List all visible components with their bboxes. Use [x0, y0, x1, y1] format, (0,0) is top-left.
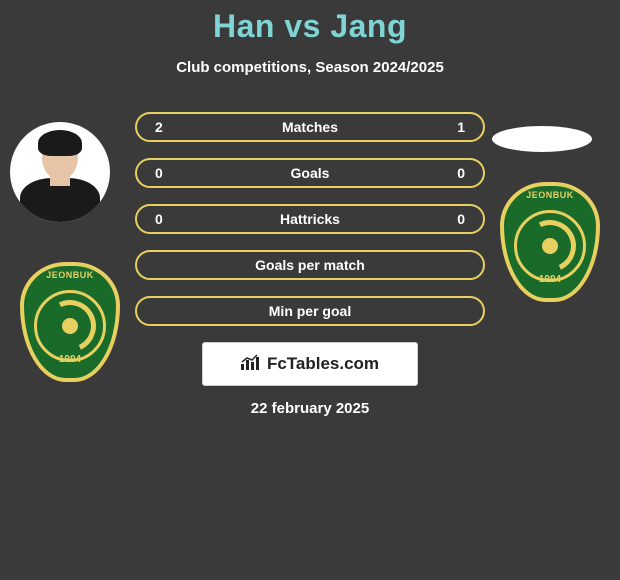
crest-year: 1994	[20, 354, 120, 365]
page-title: Han vs Jang	[0, 8, 620, 45]
chart-icon	[241, 354, 261, 375]
player-right-avatar	[492, 126, 592, 152]
stat-label: Min per goal	[137, 303, 483, 319]
team-crest-right: JEONBUK 1994	[500, 182, 600, 302]
subtitle: Club competitions, Season 2024/2025	[0, 59, 620, 76]
stat-right-value: 0	[457, 165, 465, 181]
stat-row-goals-per-match: Goals per match	[135, 250, 485, 280]
stat-row-hattricks: 0 Hattricks 0	[135, 204, 485, 234]
stat-row-matches: 2 Matches 1	[135, 112, 485, 142]
stat-label: Hattricks	[137, 211, 483, 227]
stat-row-min-per-goal: Min per goal	[135, 296, 485, 326]
crest-top-text: JEONBUK	[500, 190, 600, 200]
stat-label: Matches	[137, 119, 483, 135]
player-left-avatar	[10, 122, 110, 222]
stat-right-value: 0	[457, 211, 465, 227]
crest-top-text: JEONBUK	[20, 270, 120, 280]
brand-text: FcTables.com	[267, 354, 379, 374]
stat-left-value: 2	[155, 119, 163, 135]
date: 22 february 2025	[0, 400, 620, 417]
stat-label: Goals	[137, 165, 483, 181]
stat-label: Goals per match	[137, 257, 483, 273]
stat-right-value: 1	[457, 119, 465, 135]
team-crest-left: JEONBUK 1994	[20, 262, 120, 382]
stats-list: 2 Matches 1 0 Goals 0 0 Hattricks 0 Goal…	[135, 112, 485, 326]
stat-left-value: 0	[155, 165, 163, 181]
stat-left-value: 0	[155, 211, 163, 227]
stat-row-goals: 0 Goals 0	[135, 158, 485, 188]
crest-year: 1994	[500, 274, 600, 285]
brand-badge[interactable]: FcTables.com	[202, 342, 418, 386]
